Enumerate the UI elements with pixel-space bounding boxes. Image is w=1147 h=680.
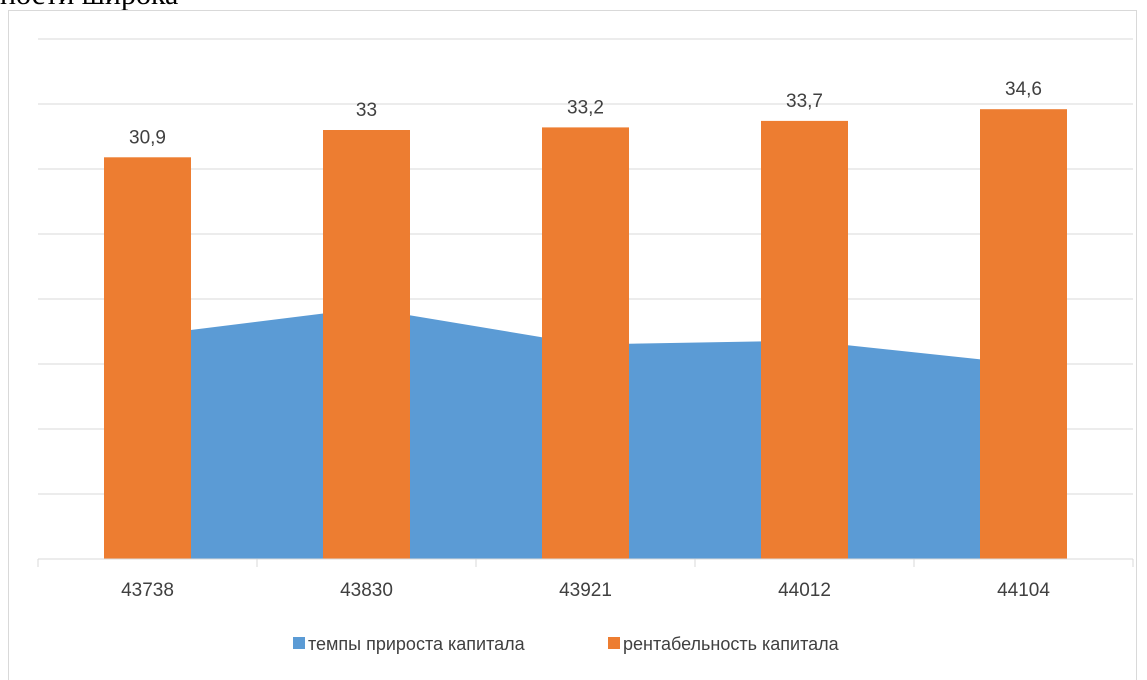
bar xyxy=(323,130,410,559)
data-label: 33,2 xyxy=(567,97,604,118)
data-label: 33,7 xyxy=(786,91,823,112)
bar xyxy=(761,120,848,560)
x-tick-label: 43921 xyxy=(559,580,612,601)
data-label: 33 xyxy=(356,100,377,121)
x-tick-label: 44104 xyxy=(997,580,1050,601)
bar xyxy=(542,127,629,560)
legend: темпы прироста капитала рентабельность ка… xyxy=(293,634,840,654)
legend-label: темпы прироста капитала xyxy=(308,634,526,654)
legend-swatch xyxy=(608,637,620,649)
x-tick-label: 43830 xyxy=(340,580,393,601)
data-labels: 30,9 33 33,2 33,7 34,6 xyxy=(129,79,1042,148)
legend-label: рентабельность капитала xyxy=(623,634,840,654)
bar xyxy=(104,157,191,560)
chart-frame xyxy=(8,10,1137,680)
page-heading-fragment: ности широка xyxy=(0,0,178,12)
data-label: 30,9 xyxy=(129,127,166,148)
x-axis: 43738 43830 43921 44012 44104 xyxy=(37,558,1134,601)
data-label: 34,6 xyxy=(1005,79,1042,100)
legend-swatch xyxy=(293,637,305,649)
bar-series xyxy=(104,109,1067,560)
x-tick-label: 44012 xyxy=(778,580,831,601)
bar xyxy=(980,109,1067,559)
x-tick-label: 43738 xyxy=(121,580,174,601)
